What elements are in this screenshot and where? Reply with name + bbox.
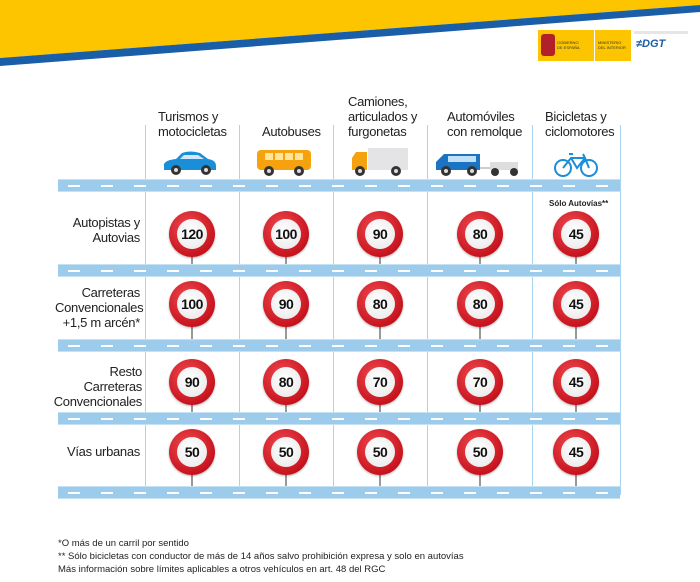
column-divider — [620, 125, 621, 495]
speed-limit-sign: 100 — [169, 281, 215, 327]
speed-limit-value: 50 — [365, 437, 395, 467]
footnote: Más información sobre límites aplicables… — [58, 564, 386, 575]
autovias-note: Sólo Autovías** — [549, 199, 609, 208]
speed-limit-sign: 50 — [169, 429, 215, 475]
speed-limit-sign: 50 — [457, 429, 503, 475]
speed-limit-sign: 50 — [357, 429, 403, 475]
speed-limit-sign: 80 — [357, 281, 403, 327]
footnote: ** Sólo bicicletas con conductor de más … — [58, 551, 464, 562]
column-divider — [333, 125, 334, 495]
speed-limit-value: 80 — [365, 289, 395, 319]
speed-limit-sign: 45 — [553, 281, 599, 327]
speed-limit-sign: 80 — [263, 359, 309, 405]
speed-limit-value: 80 — [465, 219, 495, 249]
speed-limit-value: 90 — [365, 219, 395, 249]
row-label: Vías urbanas — [66, 444, 140, 459]
header-banner — [0, 0, 700, 66]
divider — [634, 31, 688, 34]
speed-limit-value: 120 — [177, 219, 207, 249]
speed-limit-sign: 120 — [169, 211, 215, 257]
speed-limit-sign: 90 — [357, 211, 403, 257]
speed-limit-sign: 90 — [169, 359, 215, 405]
speed-limit-sign: 70 — [357, 359, 403, 405]
truck-icon — [352, 148, 408, 176]
speed-limit-sign: 45 — [553, 429, 599, 475]
road-divider — [58, 264, 620, 277]
gobierno-logo: GOBIERNO DE ESPAÑA — [538, 30, 594, 61]
road-divider — [58, 179, 620, 192]
speed-limit-sign: 45 — [553, 359, 599, 405]
speed-limit-value: 80 — [465, 289, 495, 319]
row-label: Carreteras Convencionales +1,5 m arcén* — [55, 285, 144, 330]
speed-limit-value: 70 — [465, 367, 495, 397]
column-header: Turismos y motocicletas — [158, 109, 227, 139]
column-header: Automóviles con remolque — [447, 109, 523, 139]
speed-limit-sign: 100 — [263, 211, 309, 257]
column-divider — [532, 125, 533, 495]
speed-limit-value: 100 — [177, 289, 207, 319]
speed-limit-sign: 90 — [263, 281, 309, 327]
column-divider — [427, 125, 428, 495]
road-divider — [58, 412, 620, 425]
speed-limit-value: 50 — [271, 437, 301, 467]
speed-limit-value: 45 — [561, 437, 591, 467]
footnote: *O más de un carril por sentido — [58, 538, 189, 549]
ministerio-logo: MINISTERIO DEL INTERIOR — [595, 30, 631, 61]
speed-limit-sign: 45 — [553, 211, 599, 257]
road-divider — [58, 339, 620, 352]
speed-limit-value: 45 — [561, 219, 591, 249]
speed-limit-value: 45 — [561, 367, 591, 397]
column-divider — [145, 125, 146, 495]
speed-limit-value: 90 — [271, 289, 301, 319]
column-header: Bicicletas y ciclomotores — [545, 109, 615, 139]
speed-limit-sign: 80 — [457, 281, 503, 327]
dgt-logo: ≠DGT — [636, 38, 666, 50]
column-header: Autobuses — [262, 124, 321, 139]
speed-limit-value: 70 — [365, 367, 395, 397]
car-trailer-icon — [436, 154, 518, 176]
bus-icon — [257, 150, 311, 176]
row-label: Resto Carreteras Convencionales — [53, 364, 143, 409]
bicycle-icon — [554, 153, 598, 177]
speed-limit-sign: 80 — [457, 211, 503, 257]
column-divider — [239, 125, 240, 495]
speed-limit-value: 80 — [271, 367, 301, 397]
road-divider — [58, 486, 620, 499]
speed-limit-sign: 50 — [263, 429, 309, 475]
speed-limit-value: 45 — [561, 289, 591, 319]
car-icon — [164, 151, 216, 175]
speed-limit-value: 50 — [465, 437, 495, 467]
speed-limit-value: 100 — [271, 219, 301, 249]
speed-limit-sign: 70 — [457, 359, 503, 405]
speed-limit-value: 90 — [177, 367, 207, 397]
column-header: Camiones, articulados y furgonetas — [348, 94, 418, 139]
speed-limit-value: 50 — [177, 437, 207, 467]
row-label: Autopistas y Autovias — [72, 215, 141, 245]
